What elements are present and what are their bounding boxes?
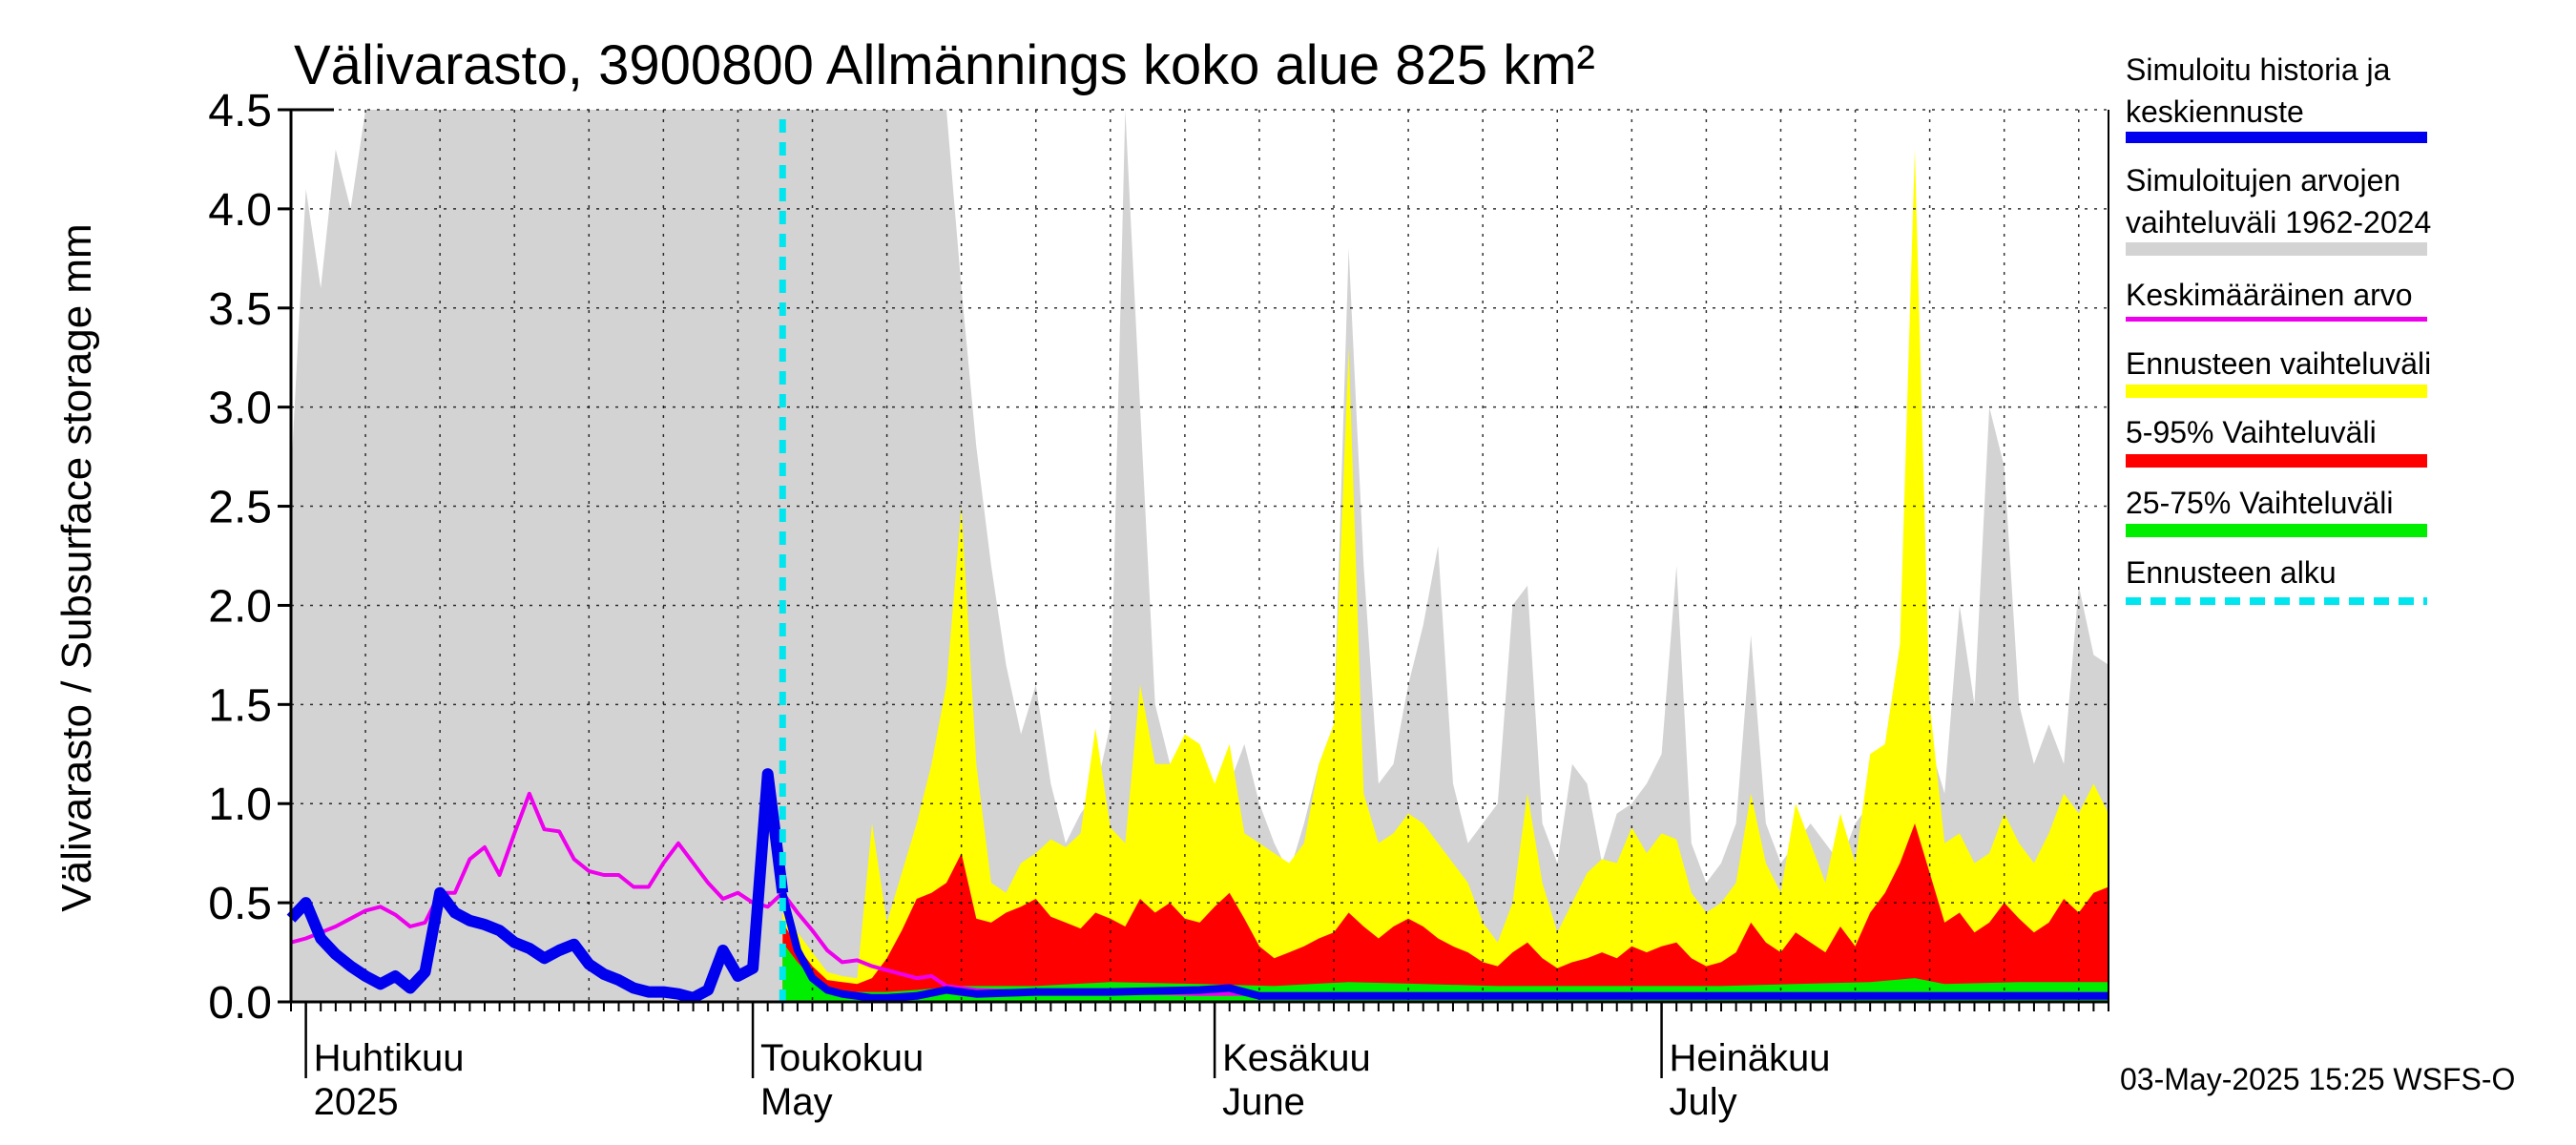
y-tick-label: 0.5 — [208, 879, 272, 929]
y-tick-label: 1.5 — [208, 680, 272, 731]
x-month-label-en: June — [1222, 1081, 1305, 1123]
y-tick-label: 1.0 — [208, 780, 272, 830]
legend-label-mean: Keskimääräinen arvo — [2126, 278, 2413, 312]
x-month-label-en: May — [760, 1081, 833, 1123]
y-axis-label: Välivarasto / Subsurface storage mm — [53, 223, 100, 911]
history-range-area — [291, 110, 2109, 1002]
legend: Simuloitu historia ja keskiennuste Simul… — [2126, 52, 2431, 605]
legend-label-p25-75: 25-75% Vaihteluväli — [2126, 486, 2393, 520]
y-axis-ticks: 0.0 0.5 1.0 1.5 2.0 2.5 3.0 3.5 4.0 4.5 — [208, 86, 291, 1029]
simulated-history-line — [286, 768, 2109, 1004]
y-tick-label: 3.0 — [208, 384, 272, 434]
legend-label-history-range-line2: vaihteluväli 1962-2024 — [2126, 205, 2431, 239]
legend-label-history-range-line1: Simuloitujen arvojen — [2126, 163, 2400, 198]
legend-label-simulated-line2: keskiennuste — [2126, 94, 2304, 129]
y-tick-label: 3.5 — [208, 284, 272, 335]
legend-label-forecast-start: Ennusteen alku — [2126, 555, 2337, 590]
y-tick-label: 4.0 — [208, 185, 272, 236]
history-range-band — [291, 110, 2109, 1002]
simulated-history-path — [286, 768, 789, 1004]
legend-label-forecast-range: Ennusteen vaihteluväli — [2126, 346, 2431, 381]
p5-95-area — [782, 823, 2109, 1002]
axes — [289, 108, 2109, 1078]
x-month-label-en: July — [1670, 1081, 1737, 1123]
legend-swatch-history-range — [2126, 242, 2427, 256]
x-month-label-en: 2025 — [314, 1081, 399, 1123]
legend-label-simulated-line1: Simuloitu historia ja — [2126, 52, 2391, 87]
y-tick-label: 4.5 — [208, 86, 272, 136]
timestamp: 03-May-2025 15:25 WSFS-O — [2120, 1062, 2515, 1096]
forecast-median-line — [779, 891, 2109, 1002]
legend-label-p5-95: 5-95% Vaihteluväli — [2126, 415, 2377, 449]
x-month-label-fi: Kesäkuu — [1222, 1037, 1371, 1079]
legend-swatch-forecast-range — [2126, 385, 2427, 398]
x-month-label-fi: Toukokuu — [760, 1037, 924, 1079]
mean-line-path — [290, 791, 2109, 996]
plot-area — [286, 108, 2109, 1078]
p25-75-area — [782, 942, 2109, 1002]
chart-title: Välivarasto, 3900800 Allmännings koko al… — [294, 34, 1595, 96]
y-tick-label: 0.0 — [208, 978, 272, 1029]
legend-swatch-simulated — [2126, 132, 2427, 143]
x-month-label-fi: Huhtikuu — [314, 1037, 465, 1079]
x-month-label-fi: Heinäkuu — [1670, 1037, 1831, 1079]
p25-75-band — [782, 942, 2109, 1002]
p5-95-band — [782, 823, 2109, 1002]
mean-line — [290, 791, 2109, 996]
y-tick-label: 2.0 — [208, 581, 272, 632]
legend-swatch-mean — [2126, 317, 2427, 322]
grid — [291, 109, 2109, 1002]
legend-swatch-p25-75 — [2126, 524, 2427, 537]
legend-swatch-p5-95 — [2126, 454, 2427, 468]
y-tick-label: 2.5 — [208, 483, 272, 533]
